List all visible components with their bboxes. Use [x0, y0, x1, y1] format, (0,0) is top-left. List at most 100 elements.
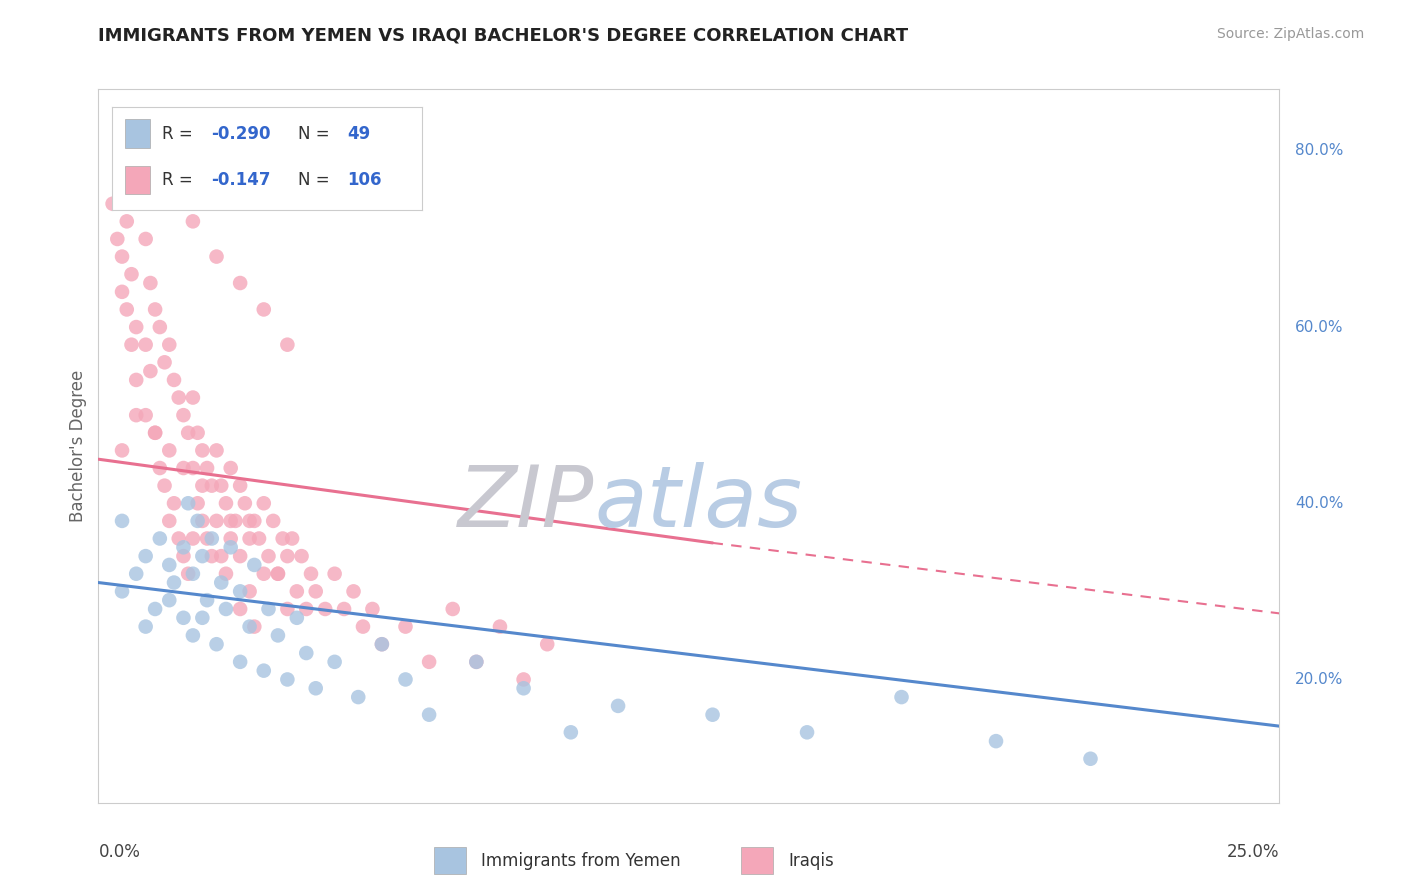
Point: [512, 681, 534, 696]
Point: [607, 698, 630, 713]
Text: N =: N =: [298, 125, 335, 143]
FancyBboxPatch shape: [433, 847, 467, 874]
Point: [143, 425, 166, 440]
Point: [181, 628, 204, 642]
Point: [115, 214, 138, 228]
Point: [441, 602, 464, 616]
Point: [257, 602, 280, 616]
Point: [215, 602, 238, 616]
Y-axis label: Bachelor's Degree: Bachelor's Degree: [69, 370, 87, 522]
Point: [290, 549, 312, 563]
Point: [172, 549, 194, 563]
Text: Immigrants from Yemen: Immigrants from Yemen: [481, 852, 681, 870]
Point: [125, 408, 148, 422]
Point: [229, 276, 252, 290]
Point: [163, 496, 186, 510]
Point: [153, 478, 176, 492]
Point: [149, 532, 172, 546]
Point: [352, 619, 374, 633]
Text: Source: ZipAtlas.com: Source: ZipAtlas.com: [1216, 27, 1364, 41]
Point: [149, 461, 172, 475]
Point: [394, 673, 416, 687]
Point: [201, 532, 224, 546]
Point: [560, 725, 582, 739]
Point: [163, 373, 186, 387]
Point: [305, 681, 328, 696]
Point: [135, 232, 157, 246]
Point: [191, 443, 214, 458]
Point: [205, 443, 228, 458]
Point: [187, 425, 209, 440]
Point: [247, 532, 270, 546]
Point: [195, 461, 218, 475]
Point: [101, 196, 124, 211]
Point: [143, 302, 166, 317]
Point: [209, 549, 232, 563]
Point: [229, 549, 252, 563]
Point: [111, 126, 134, 140]
Point: [371, 637, 394, 651]
Point: [153, 355, 176, 369]
Point: [111, 443, 134, 458]
Point: [371, 637, 394, 651]
FancyBboxPatch shape: [125, 120, 149, 148]
Point: [243, 514, 266, 528]
Point: [890, 690, 912, 704]
Point: [323, 655, 346, 669]
Text: 80.0%: 80.0%: [1295, 144, 1343, 159]
Point: [205, 637, 228, 651]
Point: [314, 602, 336, 616]
Point: [229, 584, 252, 599]
Point: [239, 584, 262, 599]
Point: [195, 532, 218, 546]
Point: [167, 391, 190, 405]
Point: [257, 549, 280, 563]
Text: Iraqis: Iraqis: [787, 852, 834, 870]
Text: 49: 49: [347, 125, 371, 143]
Point: [121, 337, 143, 351]
FancyBboxPatch shape: [741, 847, 773, 874]
Text: 106: 106: [347, 171, 382, 189]
Point: [157, 514, 180, 528]
Point: [347, 690, 370, 704]
Point: [418, 707, 440, 722]
Point: [157, 558, 180, 572]
Point: [167, 532, 190, 546]
Point: [796, 725, 818, 739]
Point: [129, 179, 152, 194]
Point: [267, 628, 290, 642]
Point: [209, 575, 232, 590]
Point: [224, 514, 246, 528]
Point: [143, 602, 166, 616]
Point: [181, 391, 204, 405]
Point: [201, 549, 224, 563]
Point: [115, 302, 138, 317]
Point: [333, 602, 356, 616]
Point: [215, 566, 238, 581]
Point: [512, 673, 534, 687]
Point: [239, 619, 262, 633]
Point: [135, 337, 157, 351]
Point: [295, 602, 318, 616]
Point: [181, 214, 204, 228]
Point: [205, 514, 228, 528]
Point: [135, 619, 157, 633]
Point: [191, 549, 214, 563]
Point: [285, 611, 308, 625]
Point: [191, 514, 214, 528]
Point: [285, 584, 308, 599]
Point: [135, 161, 157, 176]
Point: [157, 593, 180, 607]
Point: [418, 655, 440, 669]
Point: [149, 320, 172, 334]
Point: [253, 302, 276, 317]
Text: 20.0%: 20.0%: [1295, 672, 1343, 687]
Text: IMMIGRANTS FROM YEMEN VS IRAQI BACHELOR'S DEGREE CORRELATION CHART: IMMIGRANTS FROM YEMEN VS IRAQI BACHELOR'…: [98, 27, 908, 45]
Point: [215, 496, 238, 510]
Point: [394, 619, 416, 633]
Text: 25.0%: 25.0%: [1227, 843, 1279, 861]
Point: [465, 655, 488, 669]
Point: [271, 532, 294, 546]
Point: [135, 549, 157, 563]
Point: [157, 443, 180, 458]
